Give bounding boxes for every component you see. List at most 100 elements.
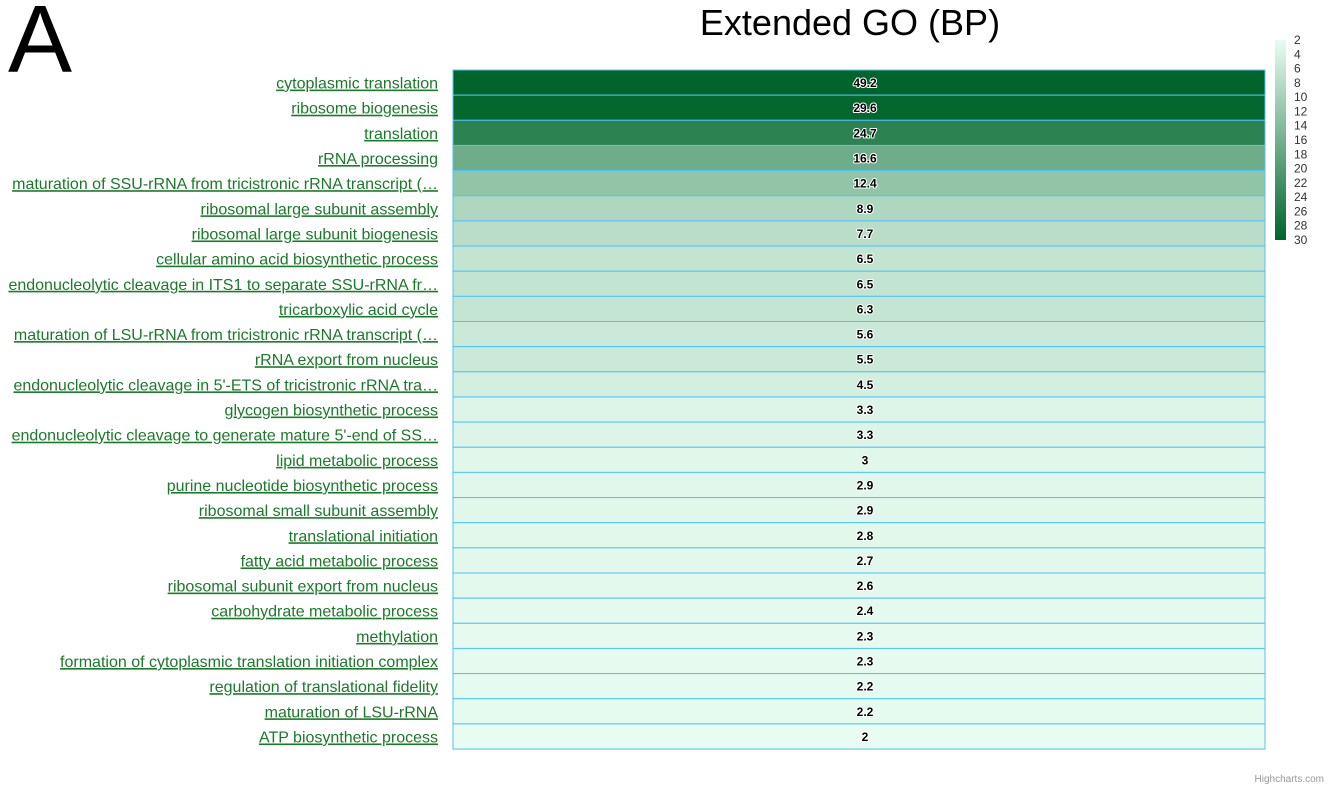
legend-tick-label: 16 [1294,133,1308,147]
heatmap-cell[interactable] [452,144,1266,172]
legend-tick-label: 20 [1294,162,1308,176]
category-label[interactable]: regulation of translational fidelity [209,679,438,696]
heatmap-cell[interactable] [452,471,1266,499]
category-label[interactable]: endonucleolytic cleavage to generate mat… [12,428,438,445]
category-label[interactable]: glycogen biosynthetic process [225,403,438,420]
category-label[interactable]: maturation of LSU-rRNA from tricistronic… [14,327,438,344]
heatmap-cell[interactable] [452,622,1266,649]
heatmap-cell[interactable] [452,371,1266,398]
data-label: 24.7 [853,126,877,140]
heatmap-cell[interactable] [452,421,1266,448]
data-label: 29.6 [853,101,877,115]
category-label[interactable]: cytoplasmic translation [276,76,438,93]
category-label[interactable]: ribosome biogenesis [291,101,438,118]
category-label[interactable]: cellular amino acid biosynthetic process [156,252,438,269]
data-label: 2 [862,730,869,744]
heatmap-cell[interactable] [452,547,1266,574]
legend-tick-label: 24 [1294,190,1308,204]
data-label: 16.6 [853,152,877,166]
category-label[interactable]: methylation [356,629,438,646]
data-label: 8.9 [857,202,874,216]
data-label: 6.5 [857,252,874,266]
category-label[interactable]: endonucleolytic cleavage in 5'-ETS of tr… [13,377,438,394]
legend-tick-label: 2 [1294,33,1301,47]
category-label[interactable]: ribosomal large subunit biogenesis [192,226,438,243]
data-label: 5.5 [857,353,874,367]
legend-tick-label: 18 [1294,147,1308,161]
legend-tick-label: 22 [1294,176,1308,190]
data-label: 3.3 [857,403,874,417]
legend-tick-label: 8 [1294,76,1301,90]
credits-link[interactable]: Highcharts.com [1254,774,1324,785]
legend-tick-label: 4 [1294,47,1301,61]
data-label: 5.6 [857,328,874,342]
heatmap-cell[interactable] [452,647,1266,675]
data-label: 6.5 [857,277,874,291]
legend-tick-label: 12 [1294,104,1308,118]
category-label[interactable]: maturation of LSU-rRNA [265,704,439,721]
data-label: 3.3 [857,428,874,442]
legend-tick-label: 10 [1294,90,1308,104]
data-label: 2.2 [857,705,874,719]
heatmap-cell[interactable] [452,170,1266,197]
legend-tick-label: 14 [1294,119,1308,133]
category-label[interactable]: translation [364,126,438,143]
chart-title: Extended GO (BP) [699,2,1001,43]
heatmap-cell[interactable] [452,119,1266,146]
data-label: 4.5 [857,378,874,392]
category-label[interactable]: rRNA processing [318,151,438,168]
heatmap-cell[interactable] [452,522,1266,549]
data-label: 12.4 [853,177,877,191]
data-label: 2.9 [857,478,874,492]
heatmap-cell[interactable] [452,572,1266,599]
heatmap-cell[interactable] [452,346,1266,373]
category-label[interactable]: tricarboxylic acid cycle [279,302,438,319]
category-label[interactable]: ribosomal subunit export from nucleus [168,579,438,596]
heatmap-cell[interactable] [452,321,1266,348]
category-label[interactable]: translational initiation [289,528,438,545]
panel-letter: A [8,0,73,93]
legend-tick-label: 28 [1294,219,1308,233]
data-label: 2.3 [857,655,874,669]
data-label: 2.2 [857,680,874,694]
category-label[interactable]: maturation of SSU-rRNA from tricistronic… [12,176,438,193]
category-label[interactable]: endonucleolytic cleavage in ITS1 to sepa… [8,277,438,294]
data-label: 6.3 [857,302,874,316]
category-label[interactable]: lipid metabolic process [276,453,438,470]
heatmap-cell[interactable] [452,446,1266,473]
category-label[interactable]: ATP biosynthetic process [259,729,438,746]
data-label: 2.3 [857,629,874,643]
category-label[interactable]: rRNA export from nucleus [255,352,438,369]
data-label: 2.6 [857,579,874,593]
category-label[interactable]: carbohydrate metabolic process [211,604,438,621]
data-label: 2.9 [857,504,874,518]
heatmap-cell[interactable] [452,295,1266,323]
heatmap-cell[interactable] [452,94,1266,121]
category-label[interactable]: purine nucleotide biosynthetic process [167,478,438,495]
heatmap-cell[interactable] [452,220,1266,247]
category-label[interactable]: ribosomal small subunit assembly [199,503,438,520]
heatmap-cell[interactable] [452,673,1266,700]
legend-tick-label: 30 [1294,233,1308,247]
heatmap-cell[interactable] [452,597,1266,624]
heatmap-cell[interactable] [452,723,1266,750]
legend-tick-label: 26 [1294,204,1308,218]
data-label: 3 [862,453,869,467]
data-label: 49.2 [853,76,877,90]
data-label: 2.8 [857,529,874,543]
category-label[interactable]: fatty acid metabolic process [241,553,438,570]
heatmap-cell[interactable] [452,195,1266,222]
heatmap-cell[interactable] [452,245,1266,272]
heatmap-cell[interactable] [452,698,1266,725]
category-label[interactable]: formation of cytoplasmic translation ini… [60,654,438,671]
heatmap-cell[interactable] [452,497,1266,524]
data-label: 2.7 [857,554,874,568]
heatmap-cells [452,69,1266,750]
category-label[interactable]: ribosomal large subunit assembly [201,201,438,218]
legend-tick-label: 6 [1294,62,1301,76]
heatmap-cell[interactable] [452,396,1266,423]
category-labels: cytoplasmic translation ribosome biogenes… [8,76,438,747]
data-label: 2.4 [857,604,874,618]
